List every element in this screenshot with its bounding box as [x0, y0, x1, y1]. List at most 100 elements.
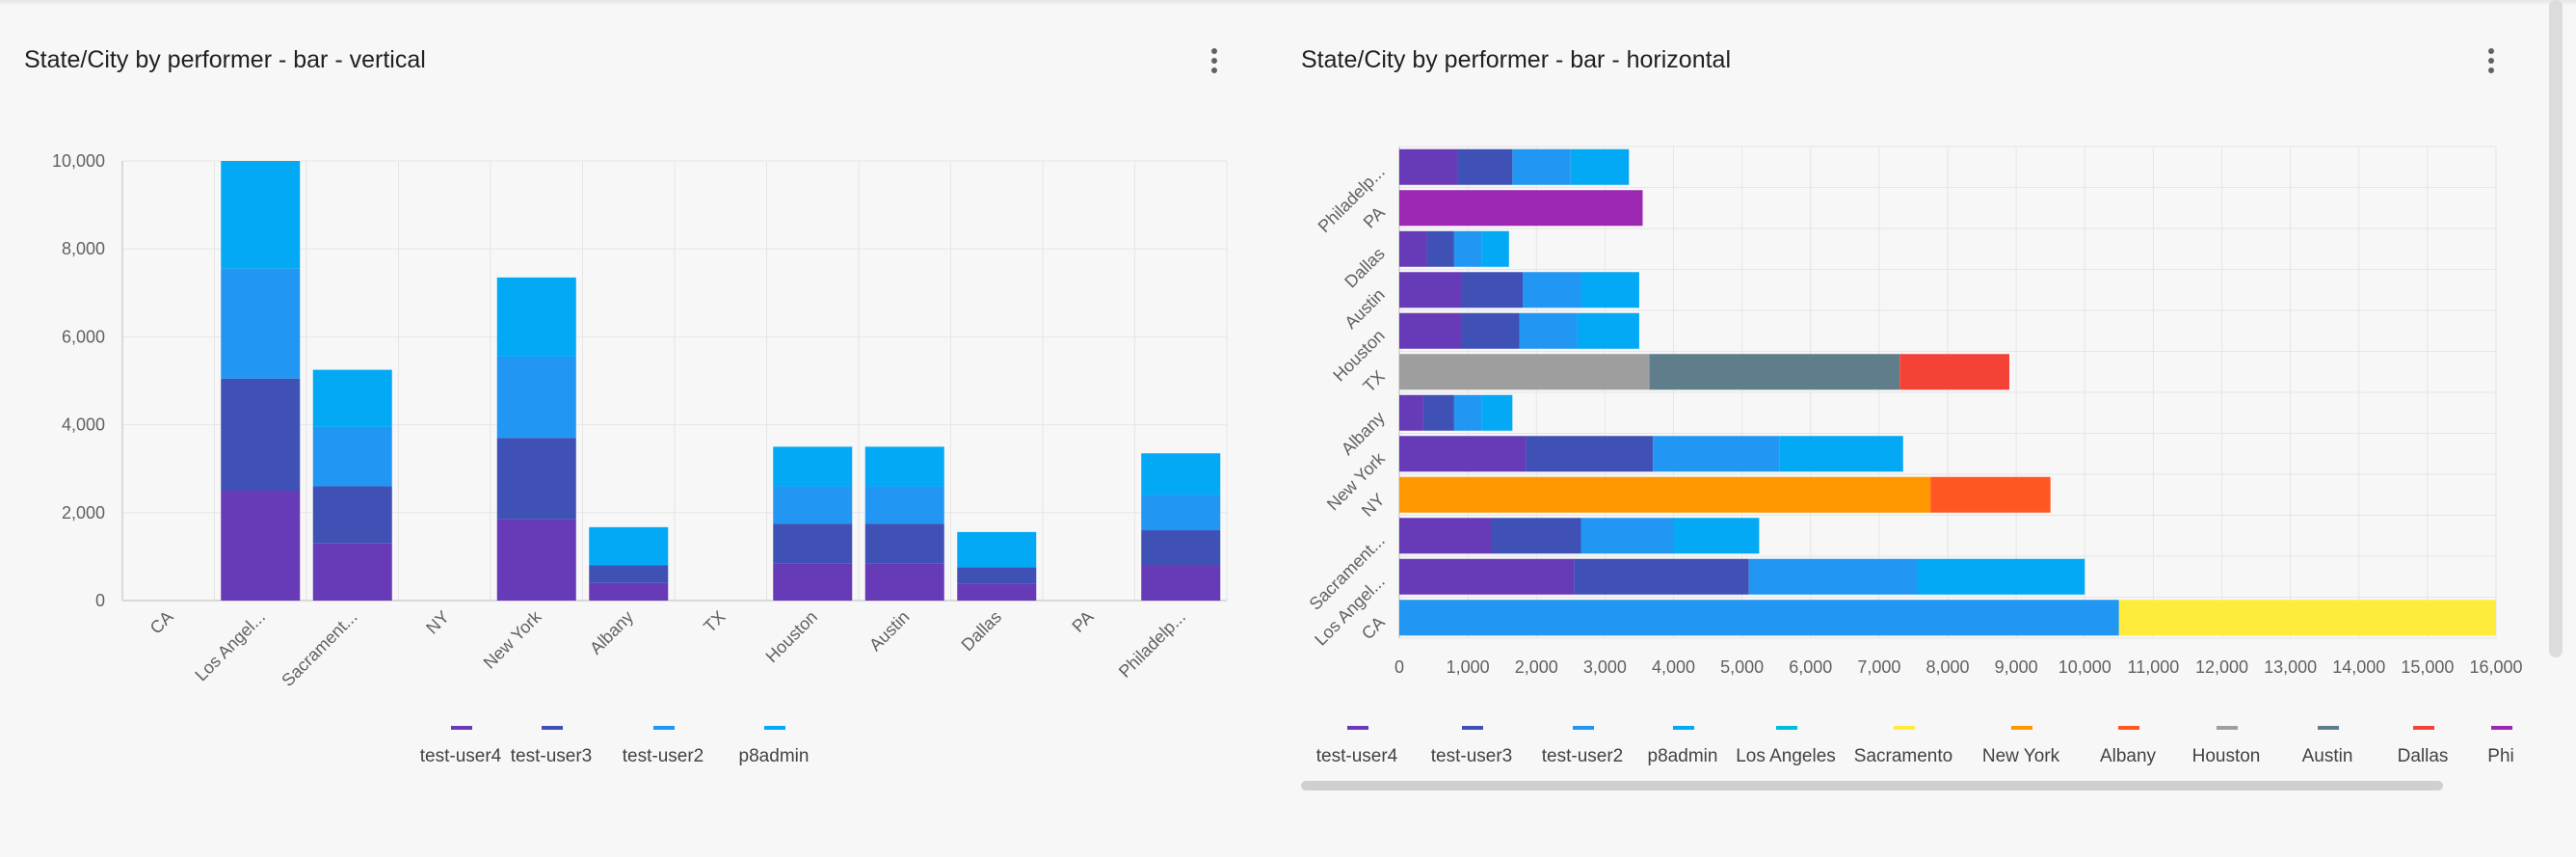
h-xtick-label: 14,000 — [2332, 657, 2385, 677]
v-bar-test-user3-austin — [864, 523, 944, 564]
h-legend-label-houston: Houston — [2192, 746, 2261, 766]
h-bar-p8admin-los-angel — [1916, 558, 2085, 595]
h-bar-test-user4-new-york — [1399, 436, 1527, 472]
h-ytick-label: NY — [1358, 490, 1389, 521]
vertical-chart-card: State/City by performer - bar - vertical… — [0, 0, 1272, 857]
h-legend-label-test-user3: test-user3 — [1431, 746, 1512, 766]
h-legend-label-dallas: Dallas — [2398, 746, 2449, 766]
v-bar-test-user4-albany — [589, 582, 669, 601]
h-legend-label-test-user4: test-user4 — [1316, 746, 1398, 766]
h-bar-test-user4-austin — [1399, 272, 1462, 308]
h-bar-test-user3-albany — [1422, 394, 1454, 431]
h-bar-test-user2-new-york — [1653, 436, 1780, 472]
v-bar-p8admin-albany — [589, 526, 669, 566]
horizontal-chart-more-icon[interactable] — [2481, 46, 2500, 75]
v-xtick-label: Dallas — [958, 607, 1006, 656]
h-ytick-label: PA — [1360, 202, 1389, 231]
v-xtick-label: Albany — [586, 607, 637, 658]
v-legend-label-p8admin: p8admin — [739, 746, 810, 766]
h-bar-houston-tx — [1399, 354, 1650, 390]
h-xtick-label: 16,000 — [2469, 657, 2522, 677]
v-bar-test-user3-albany — [589, 565, 669, 583]
h-ytick-label: Austin — [1341, 284, 1389, 333]
top-shadow — [0, 0, 2576, 6]
h-xtick-label: 2,000 — [1515, 657, 1558, 677]
v-bar-test-user4-dallas — [957, 583, 1037, 601]
h-bar-test-user3-houston — [1461, 312, 1520, 349]
h-legend-swatch-test-user3 — [1462, 726, 1483, 730]
h-xtick-label: 5,000 — [1720, 657, 1764, 677]
h-bar-dallas-tx — [1899, 354, 2010, 390]
h-bar-albany-ny — [1930, 476, 2051, 513]
v-bar-test-user3-sacrament — [312, 486, 392, 544]
v-legend-swatch-test-user4 — [451, 726, 472, 730]
h-ytick-label: Albany — [1338, 408, 1389, 459]
v-bar-test-user2-philadelp — [1141, 495, 1221, 531]
v-bar-p8admin-philadelp — [1141, 453, 1221, 495]
v-bar-test-user4-houston — [773, 563, 853, 601]
v-bar-test-user4-new-york — [496, 519, 576, 601]
horizontal-bar-chart: 0 1,000 2,000 3,000 4,000 5,000 6,000 7,000 8,00… — [1306, 146, 2523, 766]
h-bar-test-user4-dallas — [1399, 230, 1427, 267]
h-legend-swatch-houston — [2217, 726, 2238, 730]
v-bar-test-user3-los-angel — [221, 378, 301, 491]
v-xtick-label: Los Angel... — [191, 607, 269, 685]
h-bar-test-user2-houston — [1519, 312, 1578, 349]
h-bar-p8admin-new-york — [1779, 436, 1903, 472]
h-legend-label-sacramento: Sacramento — [1854, 746, 1952, 766]
h-ytick-label: TX — [1359, 366, 1388, 395]
v-xtick-label: PA — [1068, 607, 1097, 636]
h-bar-test-user4-los-angel — [1399, 558, 1575, 595]
v-ytick-label: 10,000 — [52, 151, 105, 171]
h-ytick-label: Dallas — [1341, 244, 1389, 292]
v-bar-p8admin-los-angel — [221, 161, 301, 269]
h-xtick-label: 3,000 — [1583, 657, 1627, 677]
h-bar-philadelphia-pa — [1399, 190, 1643, 227]
legend-horizontal-scrollbar[interactable] — [1301, 781, 2443, 790]
h-bar-test-user2-austin — [1523, 272, 1581, 308]
h-xtick-label: 10,000 — [2058, 657, 2111, 677]
h-legend-swatch-test-user2 — [1573, 726, 1594, 730]
h-bar-p8admin-austin — [1580, 272, 1639, 308]
h-legend-swatch-dallas — [2413, 726, 2434, 730]
v-xtick-label: Austin — [865, 607, 914, 656]
h-ytick-label: CA — [1358, 612, 1389, 643]
v-bar-test-user2-houston — [773, 486, 853, 524]
h-xtick-label: 11,000 — [2128, 657, 2180, 677]
h-xtick-label: 1,000 — [1447, 657, 1490, 677]
h-bar-p8admin-sacrament — [1673, 518, 1760, 554]
v-xtick-label: Philadelp... — [1115, 607, 1189, 682]
h-bar-test-user2-albany — [1453, 394, 1482, 431]
h-bar-test-user4-philadelp — [1399, 148, 1458, 185]
v-legend-swatch-test-user3 — [542, 726, 563, 730]
h-bar-test-user4-houston — [1399, 312, 1462, 349]
h-bar-test-user2-philadelp — [1512, 148, 1571, 185]
h-legend-swatch-austin — [2318, 726, 2339, 730]
v-xtick-label: New York — [480, 606, 546, 673]
h-legend-swatch-albany — [2118, 726, 2139, 730]
vertical-chart-more-icon[interactable] — [1204, 46, 1223, 75]
v-bar-test-user2-new-york — [496, 356, 576, 439]
h-legend-label-albany: Albany — [2100, 746, 2157, 766]
v-bar-test-user4-sacrament — [312, 543, 392, 601]
v-ytick-label: 6,000 — [62, 327, 105, 346]
h-legend-swatch-sacramento — [1894, 726, 1915, 730]
v-bar-test-user2-los-angel — [221, 268, 301, 379]
h-legend-label-test-user2: test-user2 — [1542, 746, 1623, 766]
h-bar-austin-tx — [1649, 354, 1900, 390]
h-bar-p8admin-houston — [1577, 312, 1639, 349]
v-bar-p8admin-austin — [864, 446, 944, 487]
v-legend-label-test-user2: test-user2 — [623, 746, 704, 766]
h-xtick-label: 15,000 — [2401, 657, 2454, 677]
h-bar-test-user2-dallas — [1453, 230, 1482, 267]
vertical-scrollbar[interactable] — [2549, 0, 2563, 657]
h-bar-sacramento-ca — [2118, 600, 2496, 636]
h-legend-label-philadelphia: Phi — [2487, 746, 2513, 766]
h-bar-p8admin-dallas — [1481, 230, 1509, 267]
h-legend-swatch-new-york — [2011, 726, 2032, 730]
v-ytick-label: 2,000 — [62, 503, 105, 522]
horizontal-chart-title: State/City by performer - bar - horizont… — [1301, 46, 1731, 73]
h-legend-label-p8admin: p8admin — [1648, 746, 1718, 766]
h-legend-swatch-test-user4 — [1347, 726, 1368, 730]
v-xtick-label: Houston — [762, 607, 822, 667]
